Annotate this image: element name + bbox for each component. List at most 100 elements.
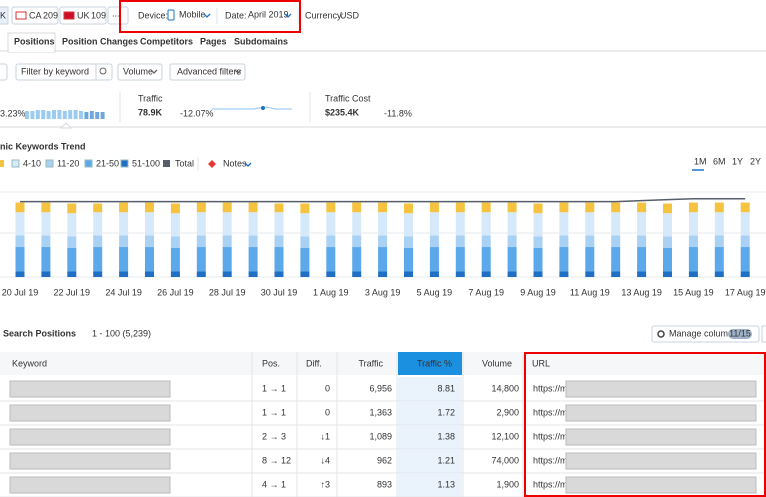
traffic-pct: 1.21 bbox=[437, 455, 455, 465]
chevron bbox=[244, 162, 252, 167]
mini-bar bbox=[52, 110, 56, 119]
bar-segment bbox=[663, 236, 672, 248]
tab[interactable]: Competitors bbox=[140, 36, 193, 46]
column-header[interactable]: Diff. bbox=[306, 358, 322, 368]
legend-box bbox=[120, 159, 129, 168]
chevron bbox=[150, 69, 158, 74]
phone-icon bbox=[167, 9, 175, 21]
bar-segment bbox=[533, 248, 543, 272]
bar-segment bbox=[585, 212, 595, 236]
volume: 2,900 bbox=[496, 407, 519, 417]
volume: 74,000 bbox=[491, 455, 519, 465]
tab[interactable]: Pages bbox=[200, 36, 227, 46]
bar-segment bbox=[41, 271, 51, 277]
traffic-pct: 1.13 bbox=[437, 479, 455, 489]
advanced-select[interactable] bbox=[169, 63, 246, 81]
bar-segment bbox=[378, 235, 388, 248]
x-tick-label: 28 Jul 19 bbox=[209, 287, 246, 297]
bar-segment bbox=[41, 235, 51, 248]
column-header[interactable]: Keyword bbox=[12, 358, 47, 368]
legend-label[interactable]: 51-100 bbox=[132, 158, 160, 168]
period[interactable]: 1M bbox=[694, 156, 707, 166]
bar-segment bbox=[663, 248, 672, 272]
mini-bar bbox=[62, 111, 67, 119]
chart-title: nic Keywords Trend bbox=[0, 141, 86, 151]
x-tick-label: 20 Jul 19 bbox=[2, 287, 39, 297]
bar-segment bbox=[222, 212, 232, 236]
mini-bar bbox=[100, 112, 105, 119]
legend-label[interactable]: 11-20 bbox=[57, 158, 79, 168]
notes[interactable]: Notes bbox=[223, 158, 247, 168]
manage-label: Manage columns bbox=[669, 328, 738, 338]
bar-segment bbox=[93, 235, 103, 248]
diff: 0 bbox=[325, 407, 330, 417]
column-header[interactable]: Traffic bbox=[358, 358, 383, 368]
bar-segment bbox=[41, 212, 51, 236]
volume-select[interactable] bbox=[117, 63, 163, 81]
legend-label[interactable]: 4-10 bbox=[23, 158, 41, 168]
db-tab[interactable] bbox=[0, 6, 9, 25]
bar-segment bbox=[145, 235, 154, 248]
date[interactable]: April 2019 bbox=[248, 9, 289, 19]
keyword-redacted bbox=[9, 404, 171, 422]
mini-bar bbox=[95, 112, 100, 119]
legend-box bbox=[163, 160, 170, 167]
db-code: UK bbox=[77, 10, 90, 20]
period[interactable]: 1Y bbox=[732, 156, 743, 166]
bar-segment bbox=[688, 202, 698, 213]
filter-stub[interactable] bbox=[0, 63, 8, 81]
db-tab[interactable] bbox=[59, 6, 107, 25]
bar-segment bbox=[533, 203, 543, 214]
url[interactable]: https://m. bbox=[533, 479, 570, 489]
tab[interactable]: Subdomains bbox=[234, 36, 288, 46]
bar-segment bbox=[663, 213, 672, 237]
bar-segment bbox=[740, 202, 750, 213]
bar-segment bbox=[352, 235, 362, 248]
chevron bbox=[234, 69, 242, 74]
bar-segment bbox=[274, 247, 284, 272]
db-tab[interactable] bbox=[11, 6, 59, 25]
bar-segment bbox=[222, 271, 232, 277]
bar-segment bbox=[15, 247, 25, 272]
bar-segment bbox=[119, 247, 129, 272]
period[interactable]: 6M bbox=[713, 156, 726, 166]
bar-segment bbox=[119, 202, 129, 213]
bar-segment bbox=[637, 247, 647, 272]
currency-label: Currency: bbox=[305, 10, 344, 20]
device[interactable]: Mobile bbox=[179, 9, 206, 19]
more-btn[interactable] bbox=[107, 6, 129, 25]
url[interactable]: https://m. bbox=[533, 455, 570, 465]
bar-segment bbox=[15, 202, 25, 213]
bar-segment bbox=[404, 203, 413, 214]
bar-segment bbox=[740, 271, 750, 277]
column-header[interactable]: Pos. bbox=[262, 358, 280, 368]
legend-box bbox=[84, 159, 93, 168]
url[interactable]: https://m. bbox=[533, 431, 570, 441]
column-header[interactable]: Traffic % bbox=[417, 358, 452, 368]
x-tick-label: 11 Aug 19 bbox=[570, 287, 610, 297]
column-header[interactable]: URL bbox=[532, 358, 550, 368]
keyword-input[interactable] bbox=[15, 63, 113, 81]
bar-segment bbox=[326, 271, 336, 277]
legend-label[interactable]: 21-50 bbox=[96, 158, 119, 168]
period[interactable]: 2Y bbox=[750, 156, 761, 166]
pct-cell bbox=[398, 449, 462, 473]
bar-segment bbox=[688, 247, 698, 272]
x-tick-label: 1 Aug 19 bbox=[313, 287, 349, 297]
x-tick-label: 5 Aug 19 bbox=[417, 287, 453, 297]
column-header[interactable]: Volume bbox=[482, 358, 512, 368]
tab[interactable]: Positions bbox=[14, 36, 55, 46]
url[interactable]: https://m. bbox=[533, 407, 570, 417]
url[interactable]: https://m. bbox=[533, 383, 570, 393]
bar-segment bbox=[352, 247, 362, 272]
bar-segment bbox=[611, 212, 621, 236]
section-range: 1 - 100 (5,239) bbox=[92, 328, 151, 338]
tab[interactable]: Position Changes bbox=[62, 36, 138, 46]
legend-label[interactable]: Total bbox=[175, 158, 194, 168]
sorted-header bbox=[398, 352, 462, 375]
bar-segment bbox=[714, 247, 724, 272]
bar-segment bbox=[688, 271, 698, 277]
x-tick-label: 3 Aug 19 bbox=[365, 287, 401, 297]
pct-cell bbox=[398, 401, 462, 425]
bar-segment bbox=[170, 248, 180, 272]
